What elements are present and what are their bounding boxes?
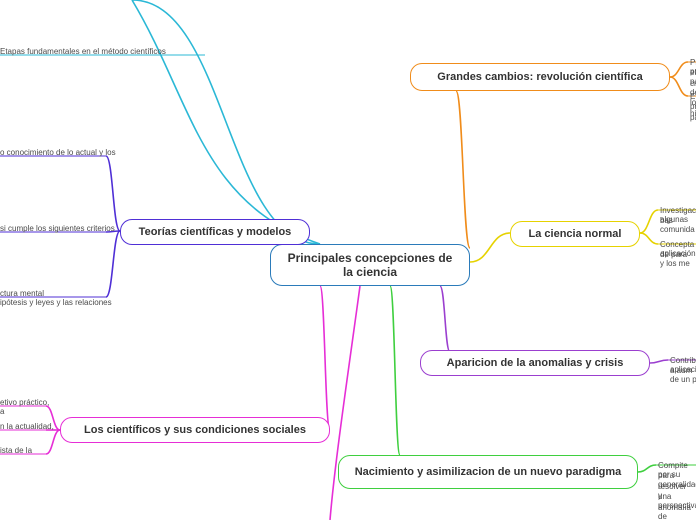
leaf-ciencia-normal-3: aplicación y los me xyxy=(660,249,696,270)
leaf-anomalias-1: aplicación de un p xyxy=(670,365,696,386)
node-nuevo-paradigma[interactable]: Nacimiento y asimilizacion de un nuevo p… xyxy=(338,455,638,489)
center-node[interactable]: Principales concepciones de la ciencia xyxy=(270,244,470,286)
leaf-teorias-1: si cumple los siguientes criterios xyxy=(0,224,115,234)
leaf-teorias-0: o conocimiento de lo actual y los xyxy=(0,148,116,158)
node-cientificos[interactable]: Los científicos y sus condiciones social… xyxy=(60,417,330,443)
node-grandes-cambios-label: Grandes cambios: revolución científica xyxy=(437,71,642,83)
node-grandes-cambios[interactable]: Grandes cambios: revolución científica xyxy=(410,63,670,91)
node-teorias[interactable]: Teorías científicas y modelos xyxy=(120,219,310,245)
leaf-grandes-cambios-2: Etapa pre-paradigm xyxy=(690,92,696,123)
leaf-ciencia-normal-1: algunas comunida xyxy=(660,215,696,236)
leaf-etapas-0: Etapas fundamentales en el método cientí… xyxy=(0,47,166,57)
node-ciencia-normal-label: La ciencia normal xyxy=(529,228,622,240)
leaf-nuevo-paradigma-1: por su generalidad y perspectivas de xyxy=(658,470,696,522)
leaf-cientificos-0: etivo práctico, xyxy=(0,398,49,408)
leaf-teorias-3: ipótesis y leyes y las relaciones xyxy=(0,298,112,308)
node-cientificos-label: Los científicos y sus condiciones social… xyxy=(84,424,306,436)
center-node-label: Principales concepciones de la ciencia xyxy=(285,251,455,279)
node-anomalias[interactable]: Aparicion de la anomalias y crisis xyxy=(420,350,650,376)
leaf-cientificos-2: n la actualidad, xyxy=(0,422,54,432)
node-ciencia-normal[interactable]: La ciencia normal xyxy=(510,221,640,247)
leaf-cientificos-3: ista de la xyxy=(0,446,32,456)
node-anomalias-label: Aparicion de la anomalias y crisis xyxy=(447,357,624,369)
node-nuevo-paradigma-label: Nacimiento y asimilizacion de un nuevo p… xyxy=(355,466,622,478)
leaf-cientificos-1: a xyxy=(0,407,4,417)
node-teorias-label: Teorías científicas y modelos xyxy=(139,226,292,238)
